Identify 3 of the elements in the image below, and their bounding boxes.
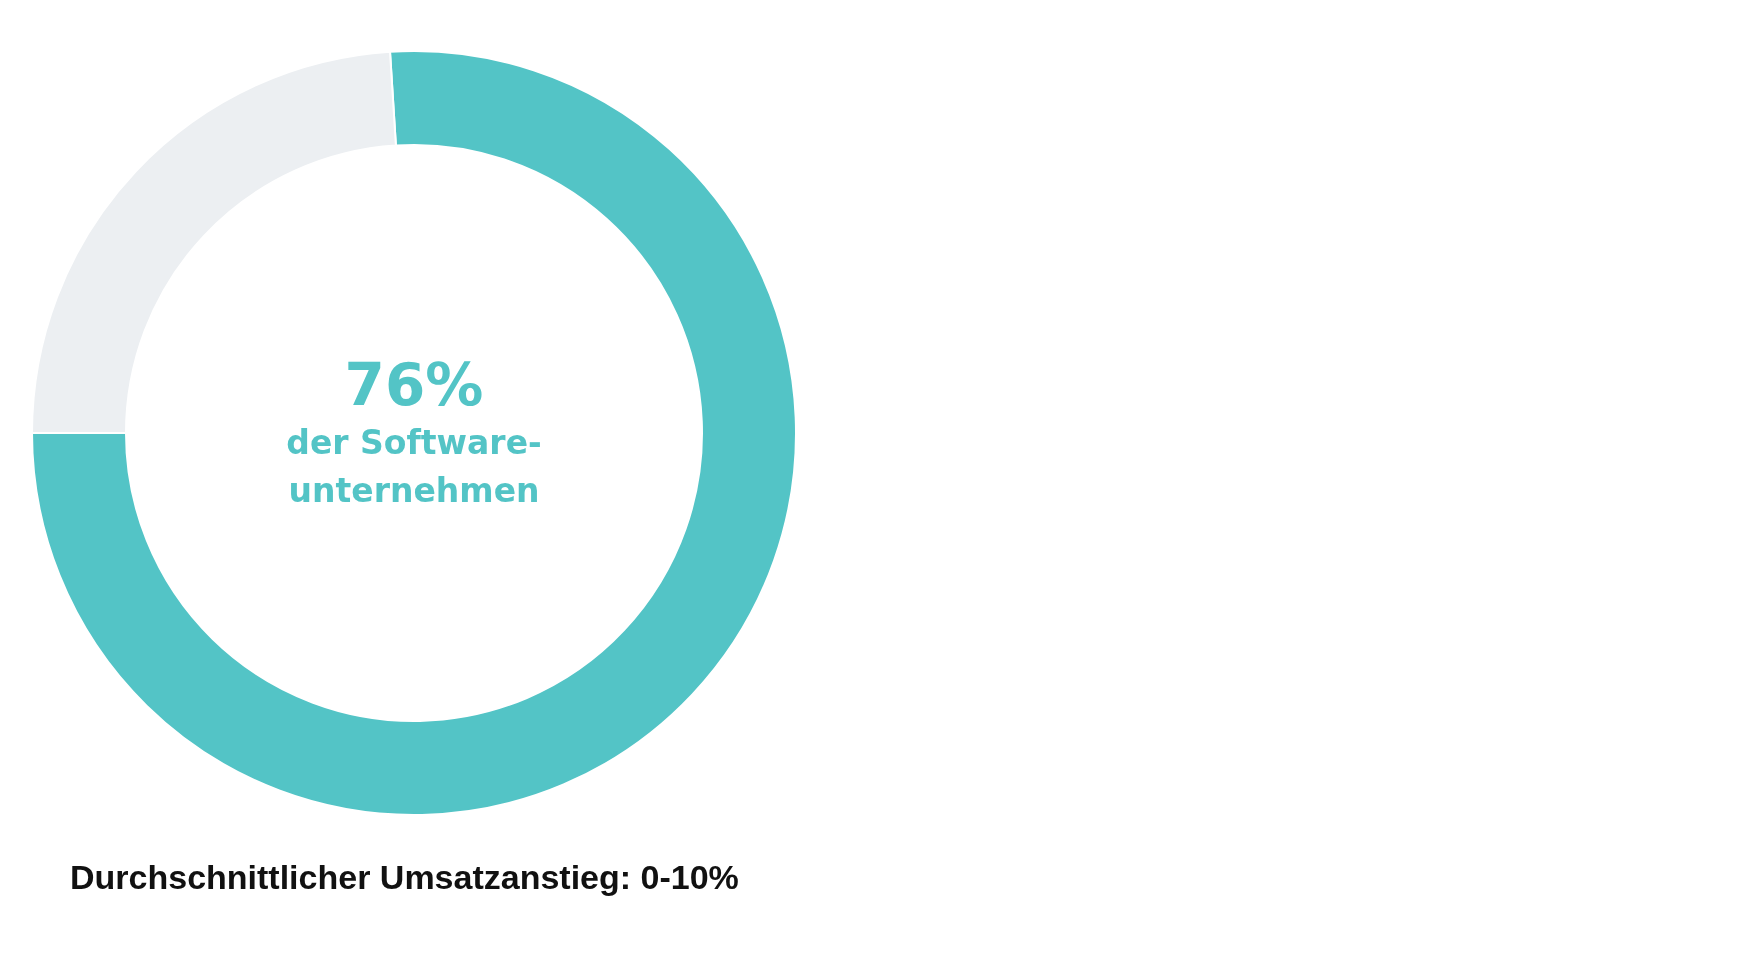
text: Durchschnittlicher Umsatzanstieg: 0-10%: [70, 858, 739, 896]
data-label: 76%: [344, 351, 484, 419]
slice-label: der Software-unternehmen: [286, 422, 542, 510]
